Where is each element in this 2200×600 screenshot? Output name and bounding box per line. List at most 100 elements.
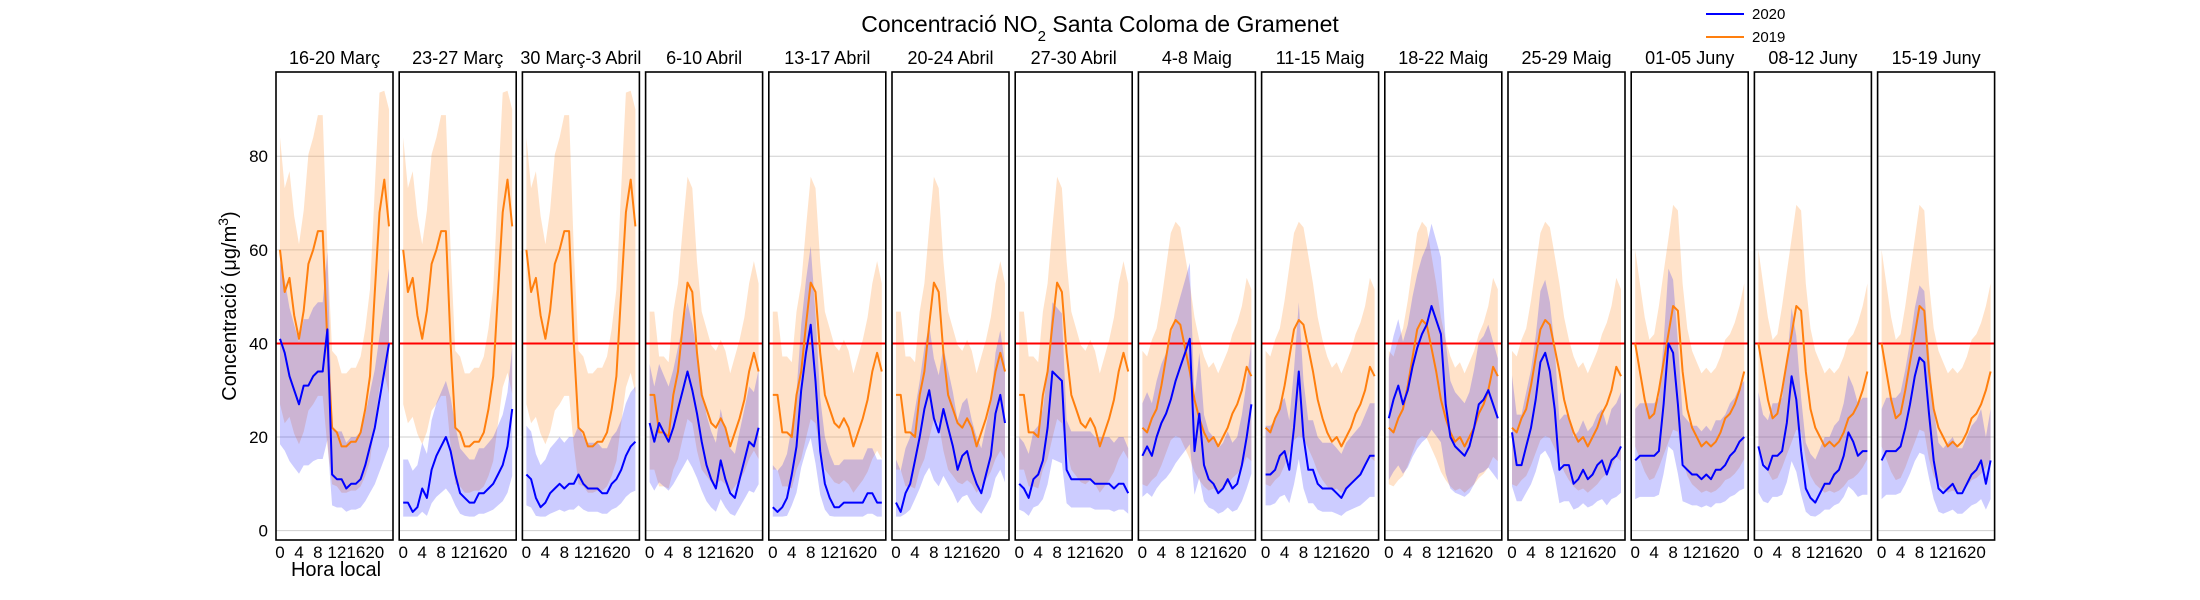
panel-title: 08-12 Juny — [1768, 48, 1857, 68]
series-line-2019 — [772, 281, 883, 448]
legend-label-2020: 2020 — [1752, 6, 1785, 23]
series-line-2019 — [525, 178, 637, 448]
x-tick-label: 0 — [1138, 543, 1147, 562]
series-line-2019 — [1141, 319, 1253, 448]
x-tick-label: 12 — [943, 543, 962, 562]
x-tick-label: 12 — [1436, 543, 1455, 562]
series-line-2019 — [1264, 319, 1376, 448]
x-tick-label: 16 — [839, 543, 858, 562]
panel-frame — [1014, 71, 1134, 541]
series-line-2020 — [1634, 342, 1745, 481]
panel-frame — [1260, 71, 1380, 541]
x-tick-label: 0 — [1507, 543, 1516, 562]
x-tick-label: 4 — [541, 543, 550, 562]
x-tick-label: 20 — [1721, 543, 1740, 562]
x-tick-label: 4 — [417, 543, 426, 562]
x-tick-label: 16 — [1086, 543, 1105, 562]
series-line-2020 — [1511, 351, 1622, 485]
series-line-2019 — [1019, 281, 1130, 448]
panel-title: 25-29 Maig — [1521, 48, 1611, 68]
panel-frame — [1876, 71, 1996, 541]
x-tick-label: 8 — [683, 543, 692, 562]
x-tick-label: 20 — [1474, 543, 1493, 562]
x-tick-label: 16 — [1332, 543, 1351, 562]
x-tick-label: 20 — [735, 543, 754, 562]
panel-frame — [1753, 71, 1873, 541]
x-tick-label: 16 — [1948, 543, 1967, 562]
x-tick-label: 8 — [806, 543, 815, 562]
series-line-2020 — [279, 328, 390, 490]
panel-frame — [1630, 71, 1749, 541]
series-line-2020 — [1265, 370, 1375, 499]
legend-label-2019: 2019 — [1752, 29, 1785, 46]
band-2020 — [1142, 262, 1252, 514]
x-tick-label: 12 — [327, 543, 346, 562]
panel-frame — [275, 71, 394, 541]
x-tick-label: 8 — [1915, 543, 1924, 562]
x-tick-label: 4 — [1649, 543, 1658, 562]
series-line-2020 — [1757, 375, 1868, 504]
x-tick-label: 4 — [1033, 543, 1042, 562]
series-line-2020 — [648, 370, 760, 499]
x-tick-label: 8 — [1422, 543, 1431, 562]
panel-title: 20-24 Abril — [907, 48, 993, 68]
band-2019 — [1758, 204, 1868, 493]
x-tick-label: 20 — [981, 543, 1000, 562]
x-tick-label: 8 — [560, 543, 569, 562]
panel-title: 6-10 Abril — [666, 48, 742, 68]
x-tick-label: 16 — [962, 543, 981, 562]
y-axis-label: Concentració (μg/m3) — [215, 211, 241, 400]
x-tick-label: 16 — [470, 543, 489, 562]
series-line-2019 — [1634, 305, 1746, 448]
chart-title: Concentració NO2 Santa Coloma de Gramene… — [861, 11, 1339, 45]
x-tick-label: 0 — [645, 543, 654, 562]
x-tick-label: 8 — [1299, 543, 1308, 562]
series-line-2019 — [896, 281, 1006, 448]
x-tick-label: 20 — [1228, 543, 1247, 562]
x-tick-label: 20 — [1351, 543, 1370, 562]
x-tick-label: 4 — [294, 543, 303, 562]
chart-title-part: Concentració NO — [861, 11, 1037, 37]
series-line-2020 — [1141, 337, 1253, 495]
x-tick-label: 16 — [1702, 543, 1721, 562]
x-tick-label: 16 — [1209, 543, 1228, 562]
chart-title-part: Santa Coloma de Gramenet — [1046, 11, 1339, 37]
x-tick-label: 20 — [1105, 543, 1124, 562]
panel-frame — [767, 71, 887, 541]
x-axis-label: Hora local — [291, 559, 381, 581]
x-tick-label: 12 — [1067, 543, 1086, 562]
series-line-2020 — [1387, 305, 1499, 457]
panel-title: 27-30 Abril — [1031, 48, 1117, 68]
y-tick-label: 20 — [249, 428, 268, 447]
x-tick-label: 8 — [1545, 543, 1554, 562]
panel-frame — [398, 71, 518, 541]
y-tick-label: 80 — [249, 147, 268, 166]
x-tick-label: 8 — [929, 543, 938, 562]
x-tick-label: 16 — [1455, 543, 1474, 562]
x-tick-label: 4 — [1403, 543, 1412, 562]
series-line-2019 — [1757, 305, 1869, 448]
x-tick-label: 4 — [787, 543, 796, 562]
chart-title-subscript: 2 — [1038, 28, 1046, 45]
y-axis-label-part: ) — [219, 211, 241, 218]
x-tick-label: 12 — [697, 543, 716, 562]
y-tick-label: 40 — [249, 334, 268, 353]
panel-title: 30 Març-3 Abril — [520, 48, 641, 68]
x-tick-label: 12 — [820, 543, 839, 562]
series-line-2019 — [402, 178, 514, 448]
series-line-2020 — [525, 440, 637, 509]
band-2020 — [1881, 285, 1991, 514]
band-2020 — [1265, 302, 1375, 516]
x-tick-label: 4 — [1896, 543, 1905, 562]
x-tick-label: 4 — [664, 543, 673, 562]
panel-title: 13-17 Abril — [784, 48, 870, 68]
series-line-2019 — [1880, 305, 1992, 448]
x-tick-label: 12 — [1929, 543, 1948, 562]
band-2019 — [403, 90, 513, 493]
panel-frame — [521, 71, 641, 541]
x-tick-label: 20 — [365, 543, 384, 562]
x-tick-label: 20 — [489, 543, 508, 562]
x-tick-label: 4 — [910, 543, 919, 562]
x-tick-label: 16 — [1578, 543, 1597, 562]
